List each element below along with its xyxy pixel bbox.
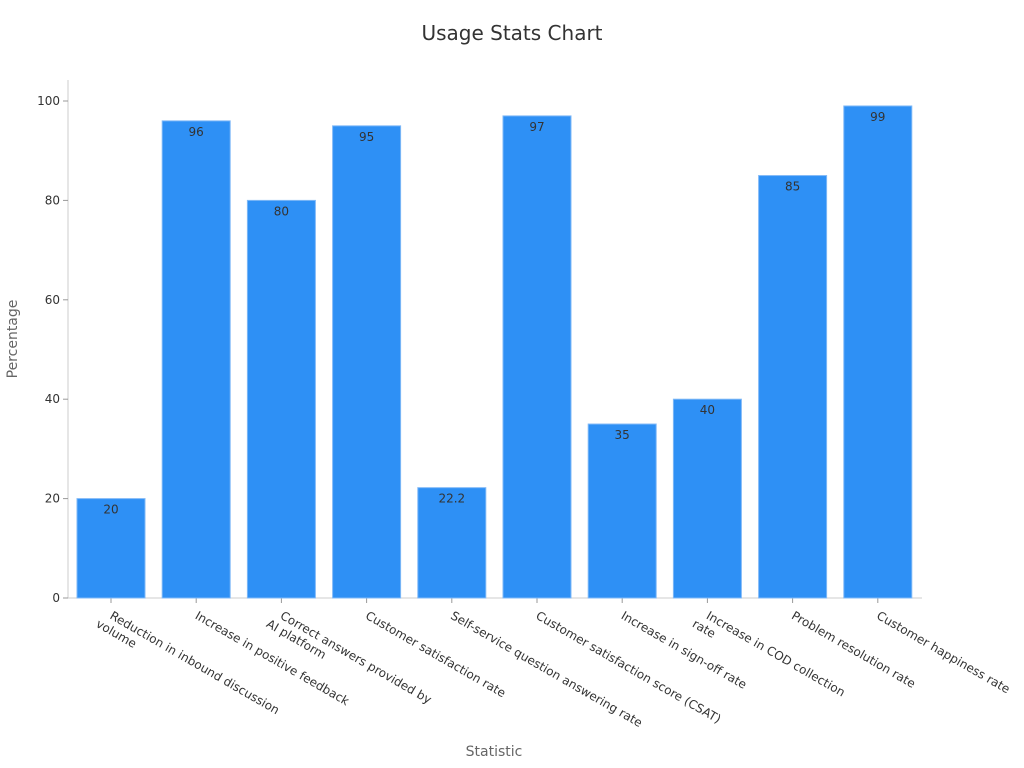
bar [161,120,231,599]
bar [246,199,316,599]
y-axis-title: Percentage [5,300,21,379]
y-tick-label: 20 [45,492,60,506]
data-label: 35 [615,428,630,442]
bars: 20 96 80 95 22.2 97 35 40 85 99 [76,105,913,599]
chart-title: Usage Stats Chart [421,21,602,45]
data-label: 97 [529,120,544,134]
x-axis-title: Statistic [466,744,523,760]
data-label: 95 [359,130,374,144]
data-label: 99 [870,110,885,124]
bar [843,105,913,599]
data-label: 96 [189,125,204,139]
data-label: 85 [785,180,800,194]
y-axis: 0 20 40 60 80 100 [37,80,69,605]
data-label: 80 [274,204,289,218]
x-tick-label: Customer happiness rate [874,608,1012,696]
y-tick-label: 60 [45,293,60,307]
data-label: 40 [700,403,715,417]
bar [587,423,657,599]
x-tick-label: Customer satisfaction rate [363,608,508,700]
bar [758,175,828,599]
bar [417,487,487,599]
bar [672,398,742,599]
x-tick-label: Increase in COD collection [704,608,848,699]
data-label: 20 [103,503,118,517]
y-tick-label: 100 [37,94,60,108]
bar [332,125,402,599]
bar [502,115,572,599]
data-label: 22.2 [438,492,465,506]
x-tick-label: Correct answers provided by [278,608,434,706]
y-tick-label: 0 [52,591,60,605]
y-tick-label: 80 [45,193,60,207]
y-tick-label: 40 [45,392,60,406]
x-tick-label: Reduction in inbound discussion [108,608,282,717]
bar [76,498,146,599]
